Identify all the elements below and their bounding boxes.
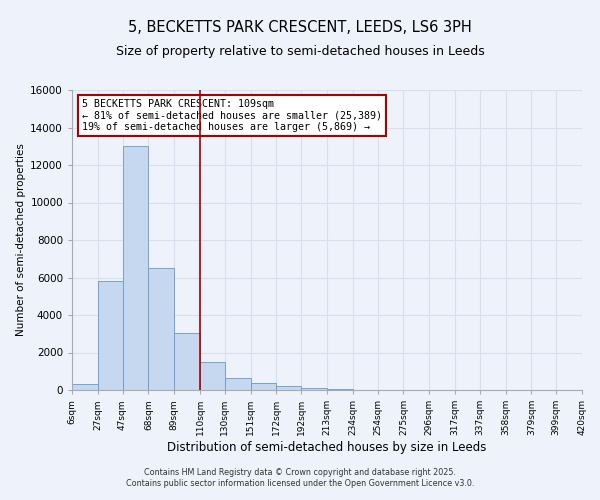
Y-axis label: Number of semi-detached properties: Number of semi-detached properties: [16, 144, 26, 336]
Text: Size of property relative to semi-detached houses in Leeds: Size of property relative to semi-detach…: [116, 45, 484, 58]
Bar: [225, 378, 251, 390]
Bar: [174, 333, 200, 390]
Text: 5, BECKETTS PARK CRESCENT, LEEDS, LS6 3PH: 5, BECKETTS PARK CRESCENT, LEEDS, LS6 3P…: [128, 20, 472, 35]
Bar: [327, 389, 353, 390]
Bar: [148, 268, 174, 390]
Bar: [122, 146, 148, 390]
Bar: [98, 281, 122, 390]
Bar: [251, 384, 277, 390]
Bar: [72, 384, 98, 390]
Text: 5 BECKETTS PARK CRESCENT: 109sqm
← 81% of semi-detached houses are smaller (25,3: 5 BECKETTS PARK CRESCENT: 109sqm ← 81% o…: [82, 99, 382, 132]
Bar: [200, 362, 225, 390]
Bar: [277, 386, 301, 390]
Bar: [301, 388, 327, 390]
X-axis label: Distribution of semi-detached houses by size in Leeds: Distribution of semi-detached houses by …: [167, 441, 487, 454]
Text: Contains HM Land Registry data © Crown copyright and database right 2025.
Contai: Contains HM Land Registry data © Crown c…: [126, 468, 474, 487]
